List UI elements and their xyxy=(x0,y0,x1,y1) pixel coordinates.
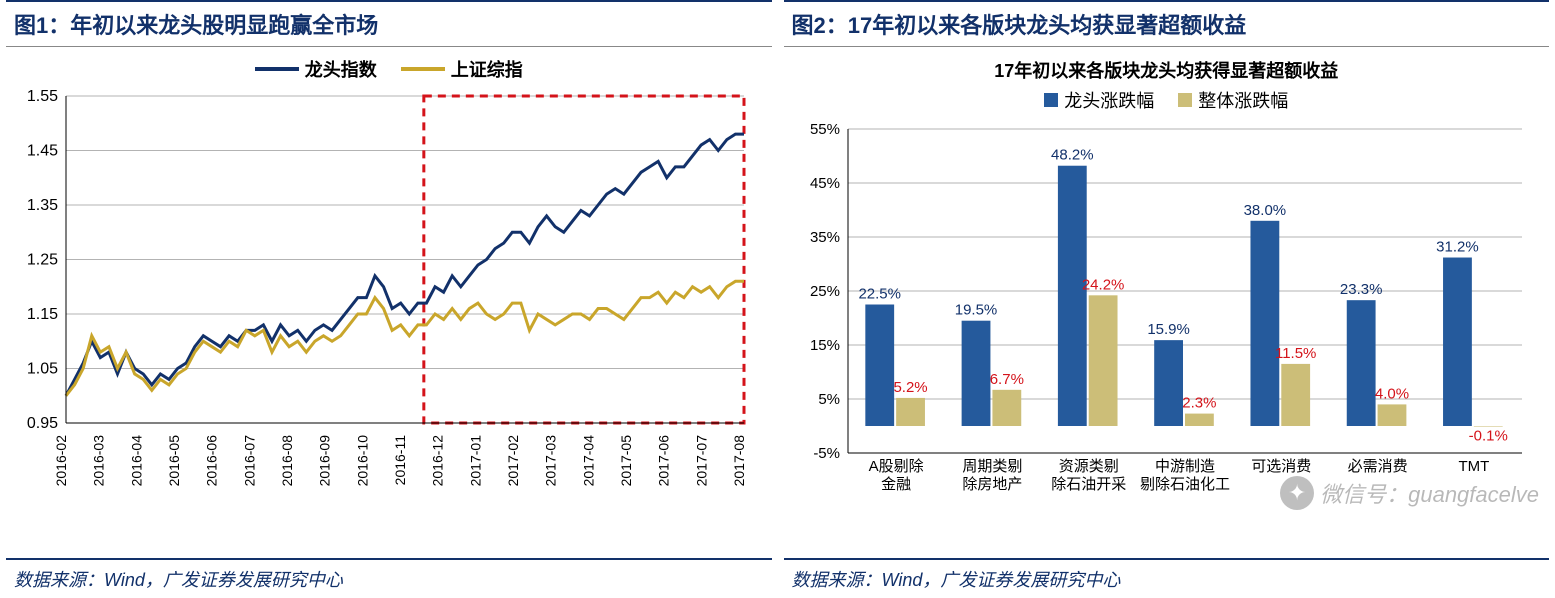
svg-text:0.95: 0.95 xyxy=(27,415,58,432)
panel-left: 图1：年初以来龙头股明显跑赢全市场 龙头指数上证综指 0.95 1.05 1.15 1… xyxy=(0,0,778,598)
svg-text:24.2%: 24.2% xyxy=(1081,276,1124,293)
svg-text:2017-03: 2017-03 xyxy=(543,435,559,487)
fig2-title-text: 17年初以来各版块龙头均获显著超额收益 xyxy=(848,13,1246,38)
svg-text:23.3%: 23.3% xyxy=(1339,281,1382,298)
svg-text:2.3%: 2.3% xyxy=(1182,395,1216,412)
svg-text:11.5%: 11.5% xyxy=(1274,345,1315,362)
svg-text:1.25: 1.25 xyxy=(27,252,58,269)
svg-text:45%: 45% xyxy=(809,175,839,192)
svg-text:5.2%: 5.2% xyxy=(893,379,927,396)
svg-text:15%: 15% xyxy=(809,337,839,354)
bar-chart-title: 17年初以来各版块龙头均获得显著超额收益 xyxy=(792,57,1542,83)
svg-text:金融: 金融 xyxy=(881,476,911,493)
svg-text:可选消费: 可选消费 xyxy=(1251,458,1311,475)
panel-left-footer: 数据来源：Wind，广发证券发展研究中心 xyxy=(6,558,772,598)
svg-text:2016-02: 2016-02 xyxy=(53,435,69,487)
svg-text:TMT: TMT xyxy=(1458,458,1489,475)
bar-chart: -5% 5% 15% 25% 35% 45% 55% 22.5% 5.2% A股剔除金融 19.5%… xyxy=(792,119,1532,509)
svg-text:4.0%: 4.0% xyxy=(1374,385,1408,402)
svg-text:1.05: 1.05 xyxy=(27,361,58,378)
fig2-label: 图2： xyxy=(792,13,848,38)
svg-text:周期类剔: 周期类剔 xyxy=(962,458,1022,475)
svg-text:资源类剔: 资源类剔 xyxy=(1058,458,1118,475)
svg-text:22.5%: 22.5% xyxy=(858,286,901,303)
svg-text:2016-07: 2016-07 xyxy=(241,435,257,487)
svg-text:1.35: 1.35 xyxy=(27,197,58,214)
svg-text:2016-09: 2016-09 xyxy=(317,435,333,487)
panel-left-title: 图1：年初以来龙头股明显跑赢全市场 xyxy=(6,0,772,47)
svg-text:-5%: -5% xyxy=(813,445,840,462)
svg-text:1.45: 1.45 xyxy=(27,143,58,160)
svg-text:2017-08: 2017-08 xyxy=(731,435,747,487)
panel-right-footer: 数据来源：Wind，广发证券发展研究中心 xyxy=(784,558,1550,598)
svg-text:2016-06: 2016-06 xyxy=(204,435,220,487)
svg-text:2016-05: 2016-05 xyxy=(166,435,182,487)
svg-text:-0.1%: -0.1% xyxy=(1468,428,1507,445)
svg-text:19.5%: 19.5% xyxy=(954,302,997,319)
svg-text:6.7%: 6.7% xyxy=(989,371,1023,388)
svg-text:2016-11: 2016-11 xyxy=(392,435,408,486)
bar-chart-legend: 龙头涨跌幅整体涨跌幅 xyxy=(792,87,1542,113)
fig1-label: 图1： xyxy=(14,13,70,38)
svg-text:1.15: 1.15 xyxy=(27,306,58,323)
svg-text:2017-05: 2017-05 xyxy=(618,435,634,487)
svg-text:2016-03: 2016-03 xyxy=(91,435,107,487)
line-chart: 0.95 1.05 1.15 1.25 1.35 1.45 1.55 2016-02 2016-… xyxy=(14,88,754,508)
svg-text:必需消费: 必需消费 xyxy=(1347,458,1407,475)
svg-text:2016-12: 2016-12 xyxy=(430,435,446,487)
svg-text:中游制造: 中游制造 xyxy=(1154,458,1214,475)
panel-right-body: 17年初以来各版块龙头均获得显著超额收益 龙头涨跌幅整体涨跌幅 -5% 5% 15%… xyxy=(784,47,1550,558)
svg-text:2017-04: 2017-04 xyxy=(580,435,596,487)
svg-text:2016-04: 2016-04 xyxy=(128,435,144,487)
svg-text:2017-06: 2017-06 xyxy=(656,435,672,487)
svg-text:2016-10: 2016-10 xyxy=(354,435,370,487)
svg-text:35%: 35% xyxy=(809,229,839,246)
svg-text:2016-08: 2016-08 xyxy=(279,435,295,487)
svg-text:2017-01: 2017-01 xyxy=(467,435,483,487)
svg-text:55%: 55% xyxy=(809,121,839,138)
svg-text:31.2%: 31.2% xyxy=(1436,239,1479,256)
svg-text:5%: 5% xyxy=(818,391,840,408)
svg-text:25%: 25% xyxy=(809,283,839,300)
panel-left-body: 龙头指数上证综指 0.95 1.05 1.15 1.25 1.35 1.45 1.55 201… xyxy=(6,47,772,558)
fig1-title-text: 年初以来龙头股明显跑赢全市场 xyxy=(70,13,378,38)
svg-text:2017-07: 2017-07 xyxy=(693,435,709,487)
svg-text:38.0%: 38.0% xyxy=(1243,202,1286,219)
panel-right: 图2：17年初以来各版块龙头均获显著超额收益 17年初以来各版块龙头均获得显著超… xyxy=(778,0,1555,598)
svg-text:剔除石油化工: 剔除石油化工 xyxy=(1139,476,1229,493)
svg-text:除石油开采: 除石油开采 xyxy=(1051,476,1126,493)
line-chart-legend: 龙头指数上证综指 xyxy=(14,55,764,82)
svg-text:48.2%: 48.2% xyxy=(1051,147,1094,164)
svg-text:除房地产: 除房地产 xyxy=(962,476,1022,493)
svg-text:1.55: 1.55 xyxy=(27,88,58,105)
svg-text:A股剔除: A股剔除 xyxy=(868,458,923,475)
svg-text:15.9%: 15.9% xyxy=(1147,321,1190,338)
svg-text:2017-02: 2017-02 xyxy=(505,435,521,487)
panel-right-title: 图2：17年初以来各版块龙头均获显著超额收益 xyxy=(784,0,1550,47)
